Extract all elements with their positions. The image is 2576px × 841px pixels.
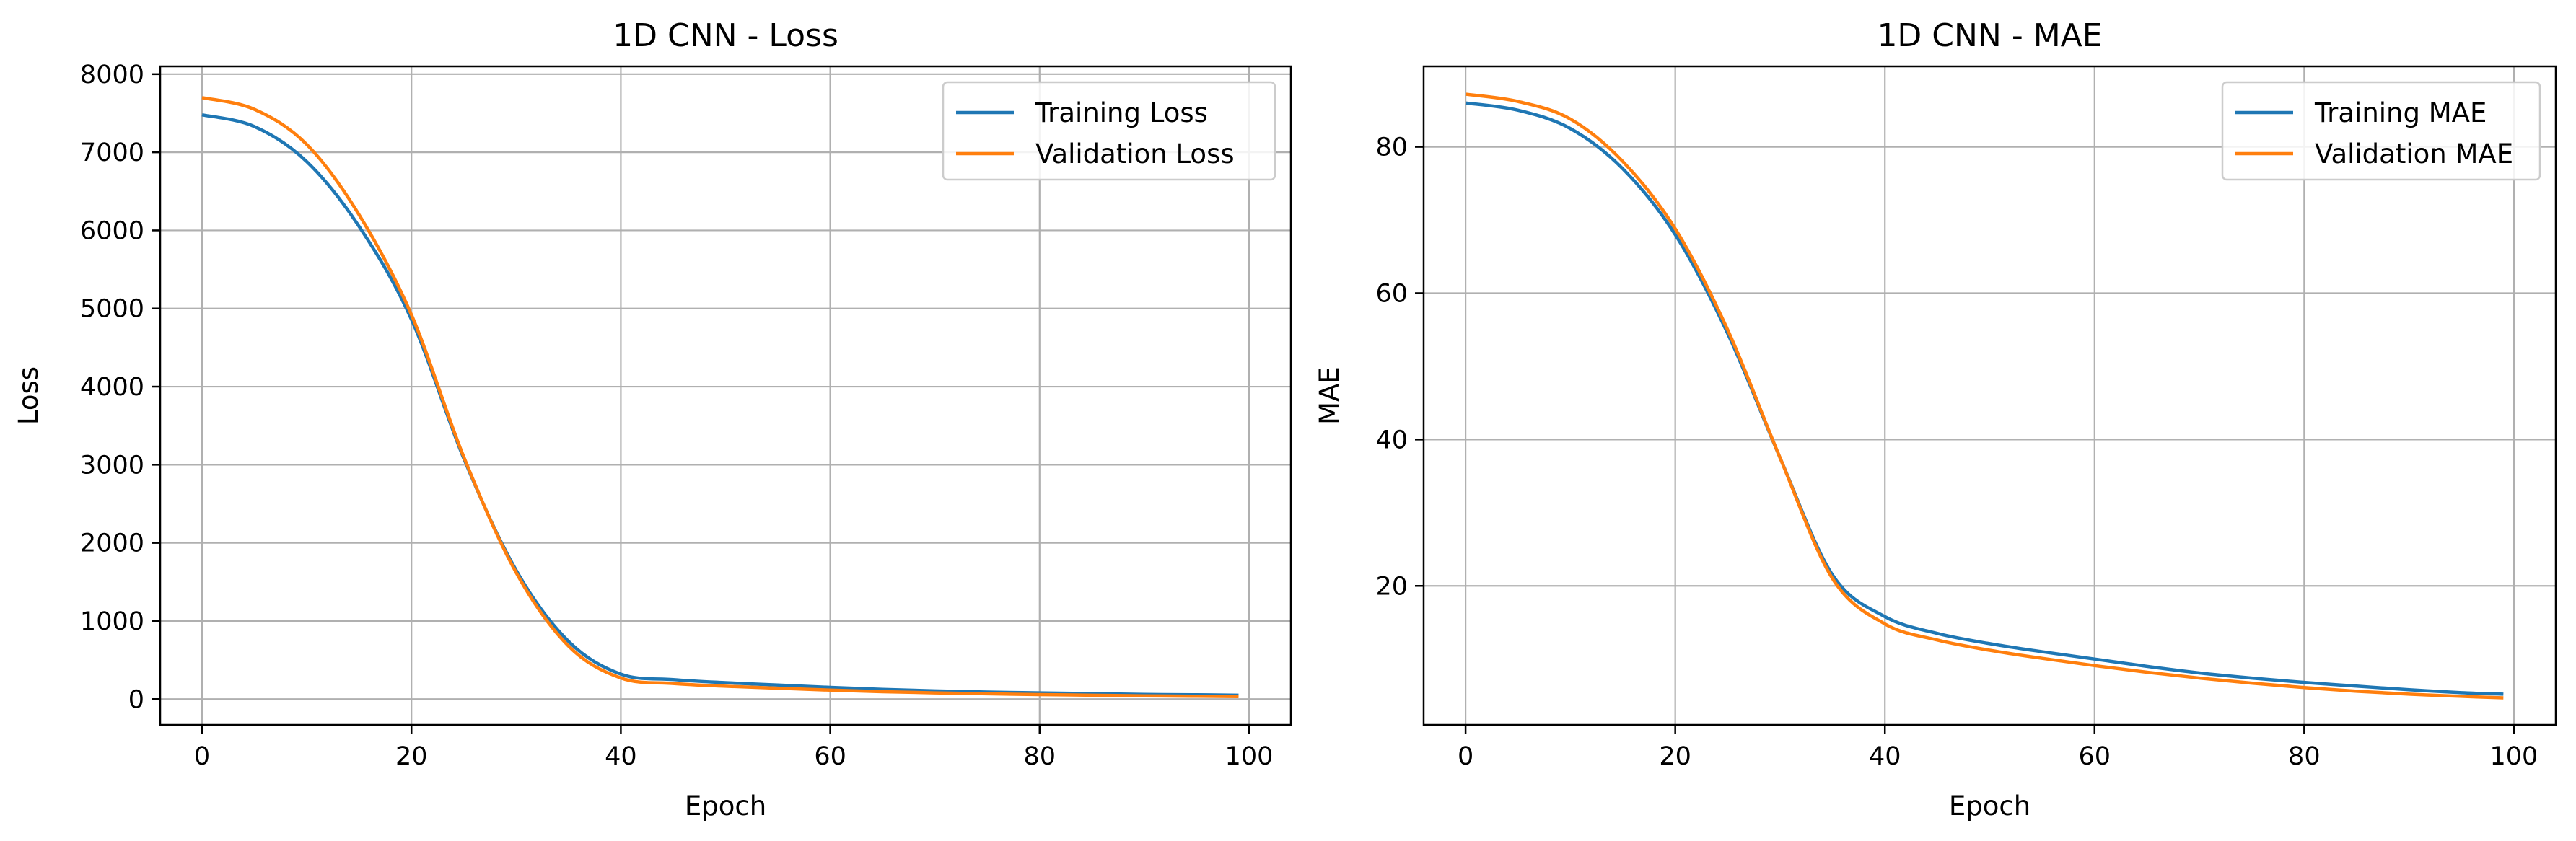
x-tick-label-60: 60	[2079, 742, 2111, 771]
x-tick-label-100: 100	[1225, 742, 1274, 771]
legend-label-validation-loss: Validation Loss	[1035, 138, 1235, 169]
x-tick-label-0: 0	[194, 742, 210, 771]
mae-axes-frame	[1422, 65, 2557, 726]
loss-chart-title: 1D CNN - Loss	[613, 17, 838, 54]
mae-legend: Training MAE Validation MAE	[2221, 81, 2541, 181]
y-tick-label-80: 80	[1375, 133, 1408, 162]
x-tick-label-80: 80	[2288, 742, 2321, 771]
x-tick-label-60: 60	[814, 742, 846, 771]
legend-label-validation-mae: Validation MAE	[2315, 138, 2513, 169]
loss-ticks: 0 20 40 60 80 1000100020003000400050006000700…	[80, 61, 1273, 771]
series-line-training-loss	[201, 113, 1239, 697]
x-tick-label-20: 20	[1659, 742, 1691, 771]
loss-axes-frame	[159, 65, 1292, 726]
mae-series	[1465, 92, 2504, 700]
x-tick-label-100: 100	[2489, 742, 2538, 771]
y-tick-label-0: 0	[128, 685, 144, 714]
y-tick-label-40: 40	[1375, 426, 1408, 454]
y-tick-label-2000: 2000	[80, 529, 144, 558]
y-tick-label-3000: 3000	[80, 451, 144, 480]
mae-chart-title: 1D CNN - MAE	[1877, 17, 2102, 54]
loss-legend: Training Loss Validation Loss	[942, 81, 1276, 181]
y-tick-label-60: 60	[1375, 279, 1408, 308]
mae-y-axis-label: MAE	[1314, 366, 1345, 425]
y-tick-label-20: 20	[1375, 572, 1408, 601]
legend-label-training-loss: Training Loss	[1035, 97, 1208, 128]
mae-ticks: 0 20 40 60 80 100 20 40 60 80	[1375, 133, 2538, 771]
x-tick-label-0: 0	[1458, 742, 1473, 771]
x-tick-label-20: 20	[395, 742, 428, 771]
y-tick-label-6000: 6000	[80, 216, 144, 245]
series-line-validation-mae	[1465, 92, 2504, 700]
y-tick-label-4000: 4000	[80, 373, 144, 402]
y-tick-label-8000: 8000	[80, 61, 144, 89]
legend-label-training-mae: Training MAE	[2314, 97, 2487, 128]
x-tick-label-40: 40	[605, 742, 637, 771]
mae-x-axis-label: Epoch	[1949, 791, 2030, 822]
mae-legend-box	[2221, 81, 2541, 181]
loss-x-axis-label: Epoch	[685, 791, 766, 822]
loss-legend-box	[942, 81, 1276, 181]
y-tick-label-7000: 7000	[80, 138, 144, 167]
loss-series	[201, 96, 1239, 699]
loss-y-axis-label: Loss	[13, 366, 44, 425]
series-line-training-mae	[1465, 101, 2504, 696]
y-tick-label-5000: 5000	[80, 295, 144, 324]
loss-panel: 1D CNN - Loss Epoch Loss 0 20 40 60 80 100010…	[13, 17, 1292, 822]
series-line-validation-loss	[201, 96, 1239, 699]
mae-panel: 1D CNN - MAE Epoch MAE 0 20 40 60 80 100 20 40 6…	[1314, 17, 2557, 822]
x-tick-label-80: 80	[1024, 742, 1056, 771]
x-tick-label-40: 40	[1869, 742, 1901, 771]
y-tick-label-1000: 1000	[80, 607, 144, 636]
